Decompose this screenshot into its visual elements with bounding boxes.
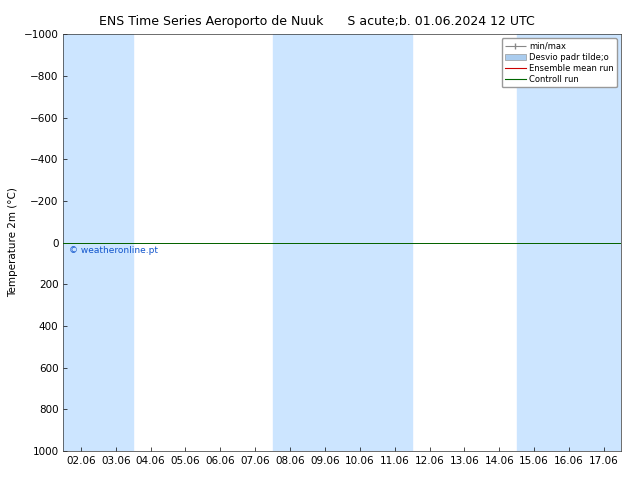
Y-axis label: Temperature 2m (°C): Temperature 2m (°C) xyxy=(8,188,18,297)
Text: ENS Time Series Aeroporto de Nuuk      S acute;b. 01.06.2024 12 UTC: ENS Time Series Aeroporto de Nuuk S acut… xyxy=(99,15,535,28)
Text: © weatheronline.pt: © weatheronline.pt xyxy=(69,246,158,255)
Legend: min/max, Desvio padr tilde;o, Ensemble mean run, Controll run: min/max, Desvio padr tilde;o, Ensemble m… xyxy=(501,39,617,87)
Bar xyxy=(63,34,133,451)
Bar xyxy=(273,34,412,451)
Bar xyxy=(517,34,621,451)
